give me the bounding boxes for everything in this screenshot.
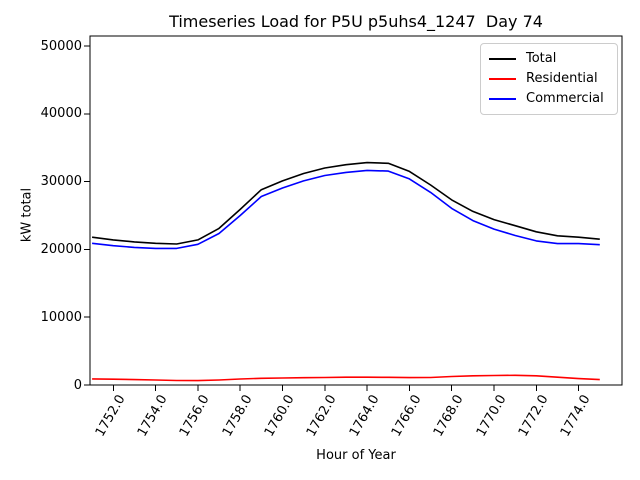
series-line-commercial bbox=[92, 169, 600, 250]
y-axis-label: kW total bbox=[19, 187, 35, 243]
y-tick-label: 50000 bbox=[40, 38, 82, 54]
series-line-total bbox=[91, 161, 600, 245]
y-tick-label: 10000 bbox=[40, 309, 82, 325]
legend-line-residential-icon bbox=[489, 78, 516, 80]
y-tick-label: 20000 bbox=[40, 241, 82, 257]
legend-line-commercial-icon bbox=[489, 98, 516, 100]
legend-entry-total: Total bbox=[489, 49, 610, 69]
legend-label-total: Total bbox=[526, 51, 557, 66]
x-axis-label: Hour of Year bbox=[316, 448, 396, 463]
chart-title: Timeseries Load for P5U p5uhs4_1247 Day … bbox=[169, 12, 543, 31]
y-tick-label: 0 bbox=[73, 377, 82, 393]
legend-line-total-icon bbox=[489, 58, 516, 60]
legend-label-commercial: Commercial bbox=[526, 91, 604, 106]
legend: Total Residential Commercial bbox=[480, 43, 618, 115]
legend-entry-commercial: Commercial bbox=[489, 89, 610, 109]
legend-label-residential: Residential bbox=[526, 71, 598, 86]
axes-frame bbox=[89, 35, 623, 386]
y-tick-label: 30000 bbox=[40, 174, 82, 190]
legend-entry-residential: Residential bbox=[489, 69, 610, 89]
series-line-residential bbox=[92, 374, 600, 382]
y-tick-label: 40000 bbox=[40, 106, 82, 122]
